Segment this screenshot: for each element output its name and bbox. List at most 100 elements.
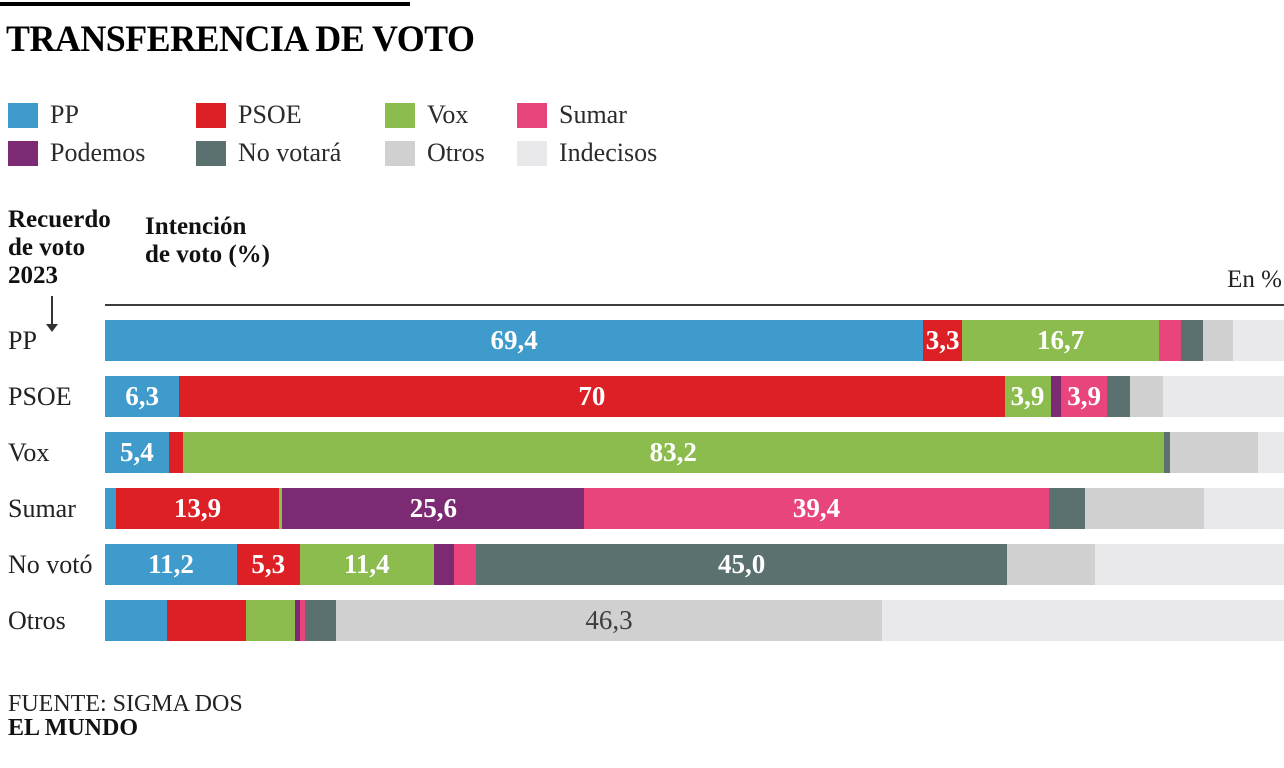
bar-segment: 70 xyxy=(179,376,1005,417)
bar-segment xyxy=(1181,320,1203,361)
bar-segment xyxy=(1095,544,1284,585)
bar-segment xyxy=(881,600,1284,641)
bar-value-label: 39,4 xyxy=(792,493,841,523)
legend-label: Indecisos xyxy=(559,138,658,167)
bar-segment: 13,9 xyxy=(115,488,280,529)
bar-segment xyxy=(167,600,247,641)
bar-value-label: 16,7 xyxy=(1036,325,1085,355)
bar-segment xyxy=(294,600,300,641)
bar-segment xyxy=(105,600,168,641)
page-title: TRANSFERENCIA DE VOTO xyxy=(6,19,475,60)
legend-label: Otros xyxy=(427,138,485,167)
legend-item: Indecisos xyxy=(517,138,657,168)
recall-line-1: Recuerdo xyxy=(8,206,111,233)
bar-segment xyxy=(105,488,116,529)
top-rule xyxy=(0,2,410,6)
legend-swatch-icon xyxy=(385,140,415,166)
source-credit: FUENTE: SIGMA DOS xyxy=(8,691,243,717)
stacked-bar: 6,3 70 3,9 3,9 xyxy=(105,376,1284,417)
intention-line-1: Intención xyxy=(145,213,247,240)
bar-segment xyxy=(168,432,183,473)
bar-segment xyxy=(1163,432,1170,473)
down-arrow-icon xyxy=(51,296,53,324)
stacked-bar: 69,4 3,3 16,7 xyxy=(105,320,1284,361)
legend-item: No votará xyxy=(196,138,341,168)
bar-value-label: 6,3 xyxy=(125,381,159,411)
bar-segment xyxy=(1085,488,1205,529)
bar-segment xyxy=(1202,320,1234,361)
row-label: Otros xyxy=(8,606,66,635)
legend-label: PP xyxy=(50,100,79,129)
bar-value-label: 3,3 xyxy=(925,325,960,355)
legend-item: Otros xyxy=(385,138,485,168)
chart-row: Vox 5,4 83,2 xyxy=(0,432,1284,473)
chart-row: Otros 46,3 xyxy=(0,600,1284,641)
unit-label: En % xyxy=(1227,266,1282,293)
bar-segment xyxy=(1204,488,1284,529)
row-label: PSOE xyxy=(8,382,72,411)
recall-vote-axis-label: Recuerdo de voto 2023 xyxy=(8,206,111,290)
legend-swatch-icon xyxy=(196,102,226,128)
bar-value-label: 3,9 xyxy=(1067,381,1101,411)
stacked-bar: 11,2 5,3 11,4 45,0 xyxy=(105,544,1284,585)
legend-swatch-icon xyxy=(196,140,226,166)
legend-swatch-icon xyxy=(8,140,38,166)
row-label: Vox xyxy=(8,438,50,467)
chart-row: PSOE 6,3 70 3,9 3,9 xyxy=(0,376,1284,417)
intention-line-2: de voto (%) xyxy=(145,241,270,268)
bar-value-label: 83,2 xyxy=(649,437,697,467)
row-label: Sumar xyxy=(8,494,76,523)
bar-segment: 3,3 xyxy=(923,320,963,361)
axis-rule xyxy=(105,304,1284,306)
bar-value-label: 13,9 xyxy=(173,493,222,523)
bar-segment: 11,4 xyxy=(299,544,434,585)
bar-segment: 45,0 xyxy=(476,544,1007,585)
bar-segment: 83,2 xyxy=(182,432,1164,473)
legend-label: Podemos xyxy=(50,138,146,167)
bar-segment xyxy=(1107,376,1130,417)
recall-line-2: de voto xyxy=(8,234,86,261)
legend-item: Sumar xyxy=(517,100,627,130)
bar-segment xyxy=(433,544,454,585)
bar-value-label: 69,4 xyxy=(490,325,538,355)
bar-segment: 39,4 xyxy=(584,488,1049,529)
bar-segment: 11,2 xyxy=(105,544,238,585)
bar-segment: 5,4 xyxy=(105,432,169,473)
bar-value-label: 11,4 xyxy=(343,549,390,579)
bar-value-label: 25,6 xyxy=(409,493,457,523)
bar-segment xyxy=(305,600,337,641)
bar-segment xyxy=(299,600,306,641)
bar-value-label: 5,3 xyxy=(251,549,286,579)
legend-swatch-icon xyxy=(517,102,547,128)
bar-value-label: 3,9 xyxy=(1010,381,1045,411)
bar-segment xyxy=(246,600,295,641)
legend-swatch-icon xyxy=(517,140,547,166)
bar-segment: 69,4 xyxy=(105,320,924,361)
stacked-bar: 46,3 xyxy=(105,600,1284,641)
legend-label: No votará xyxy=(238,138,342,167)
chart-row: Sumar 13,9 25,6 39,4 xyxy=(0,488,1284,529)
legend-item: Vox xyxy=(385,100,468,130)
bar-segment xyxy=(1048,488,1086,529)
bar-segment xyxy=(1129,376,1163,417)
bar-segment: 16,7 xyxy=(962,320,1160,361)
bar-value-label: 5,4 xyxy=(119,437,154,467)
legend-swatch-icon xyxy=(8,102,38,128)
intention-vote-axis-label: Intención de voto (%) xyxy=(145,213,270,269)
bar-segment: 3,9 xyxy=(1004,376,1051,417)
bar-segment xyxy=(1169,432,1259,473)
bar-value-label: 46,3 xyxy=(585,605,633,635)
row-label: PP xyxy=(8,326,37,355)
bar-segment xyxy=(1159,320,1182,361)
bar-segment xyxy=(1258,432,1284,473)
chart-row: PP 69,4 3,3 16,7 xyxy=(0,320,1284,361)
bar-segment xyxy=(1233,320,1284,361)
legend-label: Vox xyxy=(427,100,469,129)
bar-segment: 25,6 xyxy=(282,488,585,529)
bar-segment: 6,3 xyxy=(105,376,180,417)
legend-item: Podemos xyxy=(8,138,145,168)
row-label: No votó xyxy=(8,550,93,579)
stacked-bar: 13,9 25,6 39,4 xyxy=(105,488,1284,529)
bar-segment: 5,3 xyxy=(237,544,300,585)
bar-segment: 46,3 xyxy=(336,600,882,641)
